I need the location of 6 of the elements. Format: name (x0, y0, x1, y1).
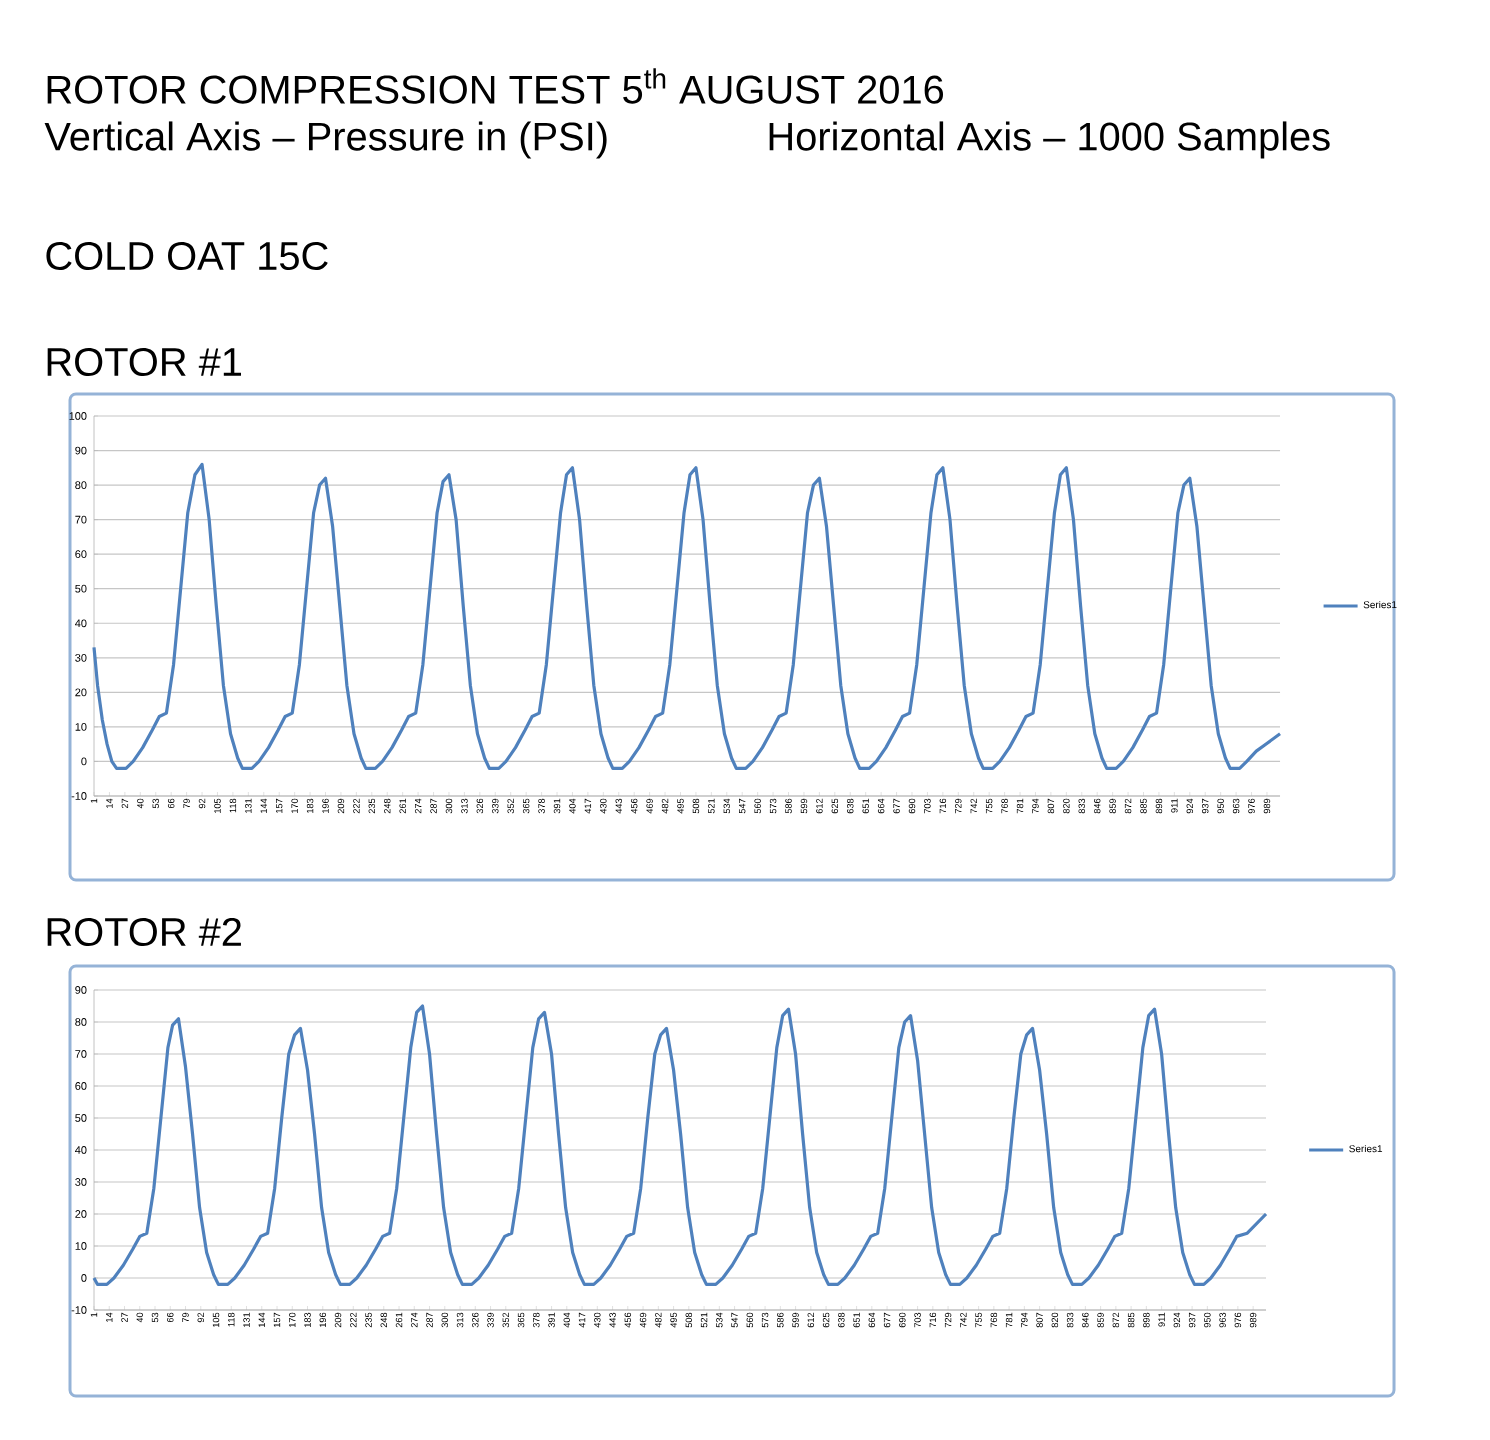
text: ROTOR COMPRESSION TEST 5$^{th}$ AUGUST 2016 (47, 68, 944, 104)
text: Horizontal Axis – 1000 Samples (769, 121, 1330, 159)
chart-title: ROTOR #2 (47, 917, 241, 947)
chart-title: ROTOR #1 (47, 347, 241, 377)
text: COLD OAT 15C (46, 241, 328, 271)
text: Vertical Axis – Pressure in (PSI) (44, 121, 607, 159)
